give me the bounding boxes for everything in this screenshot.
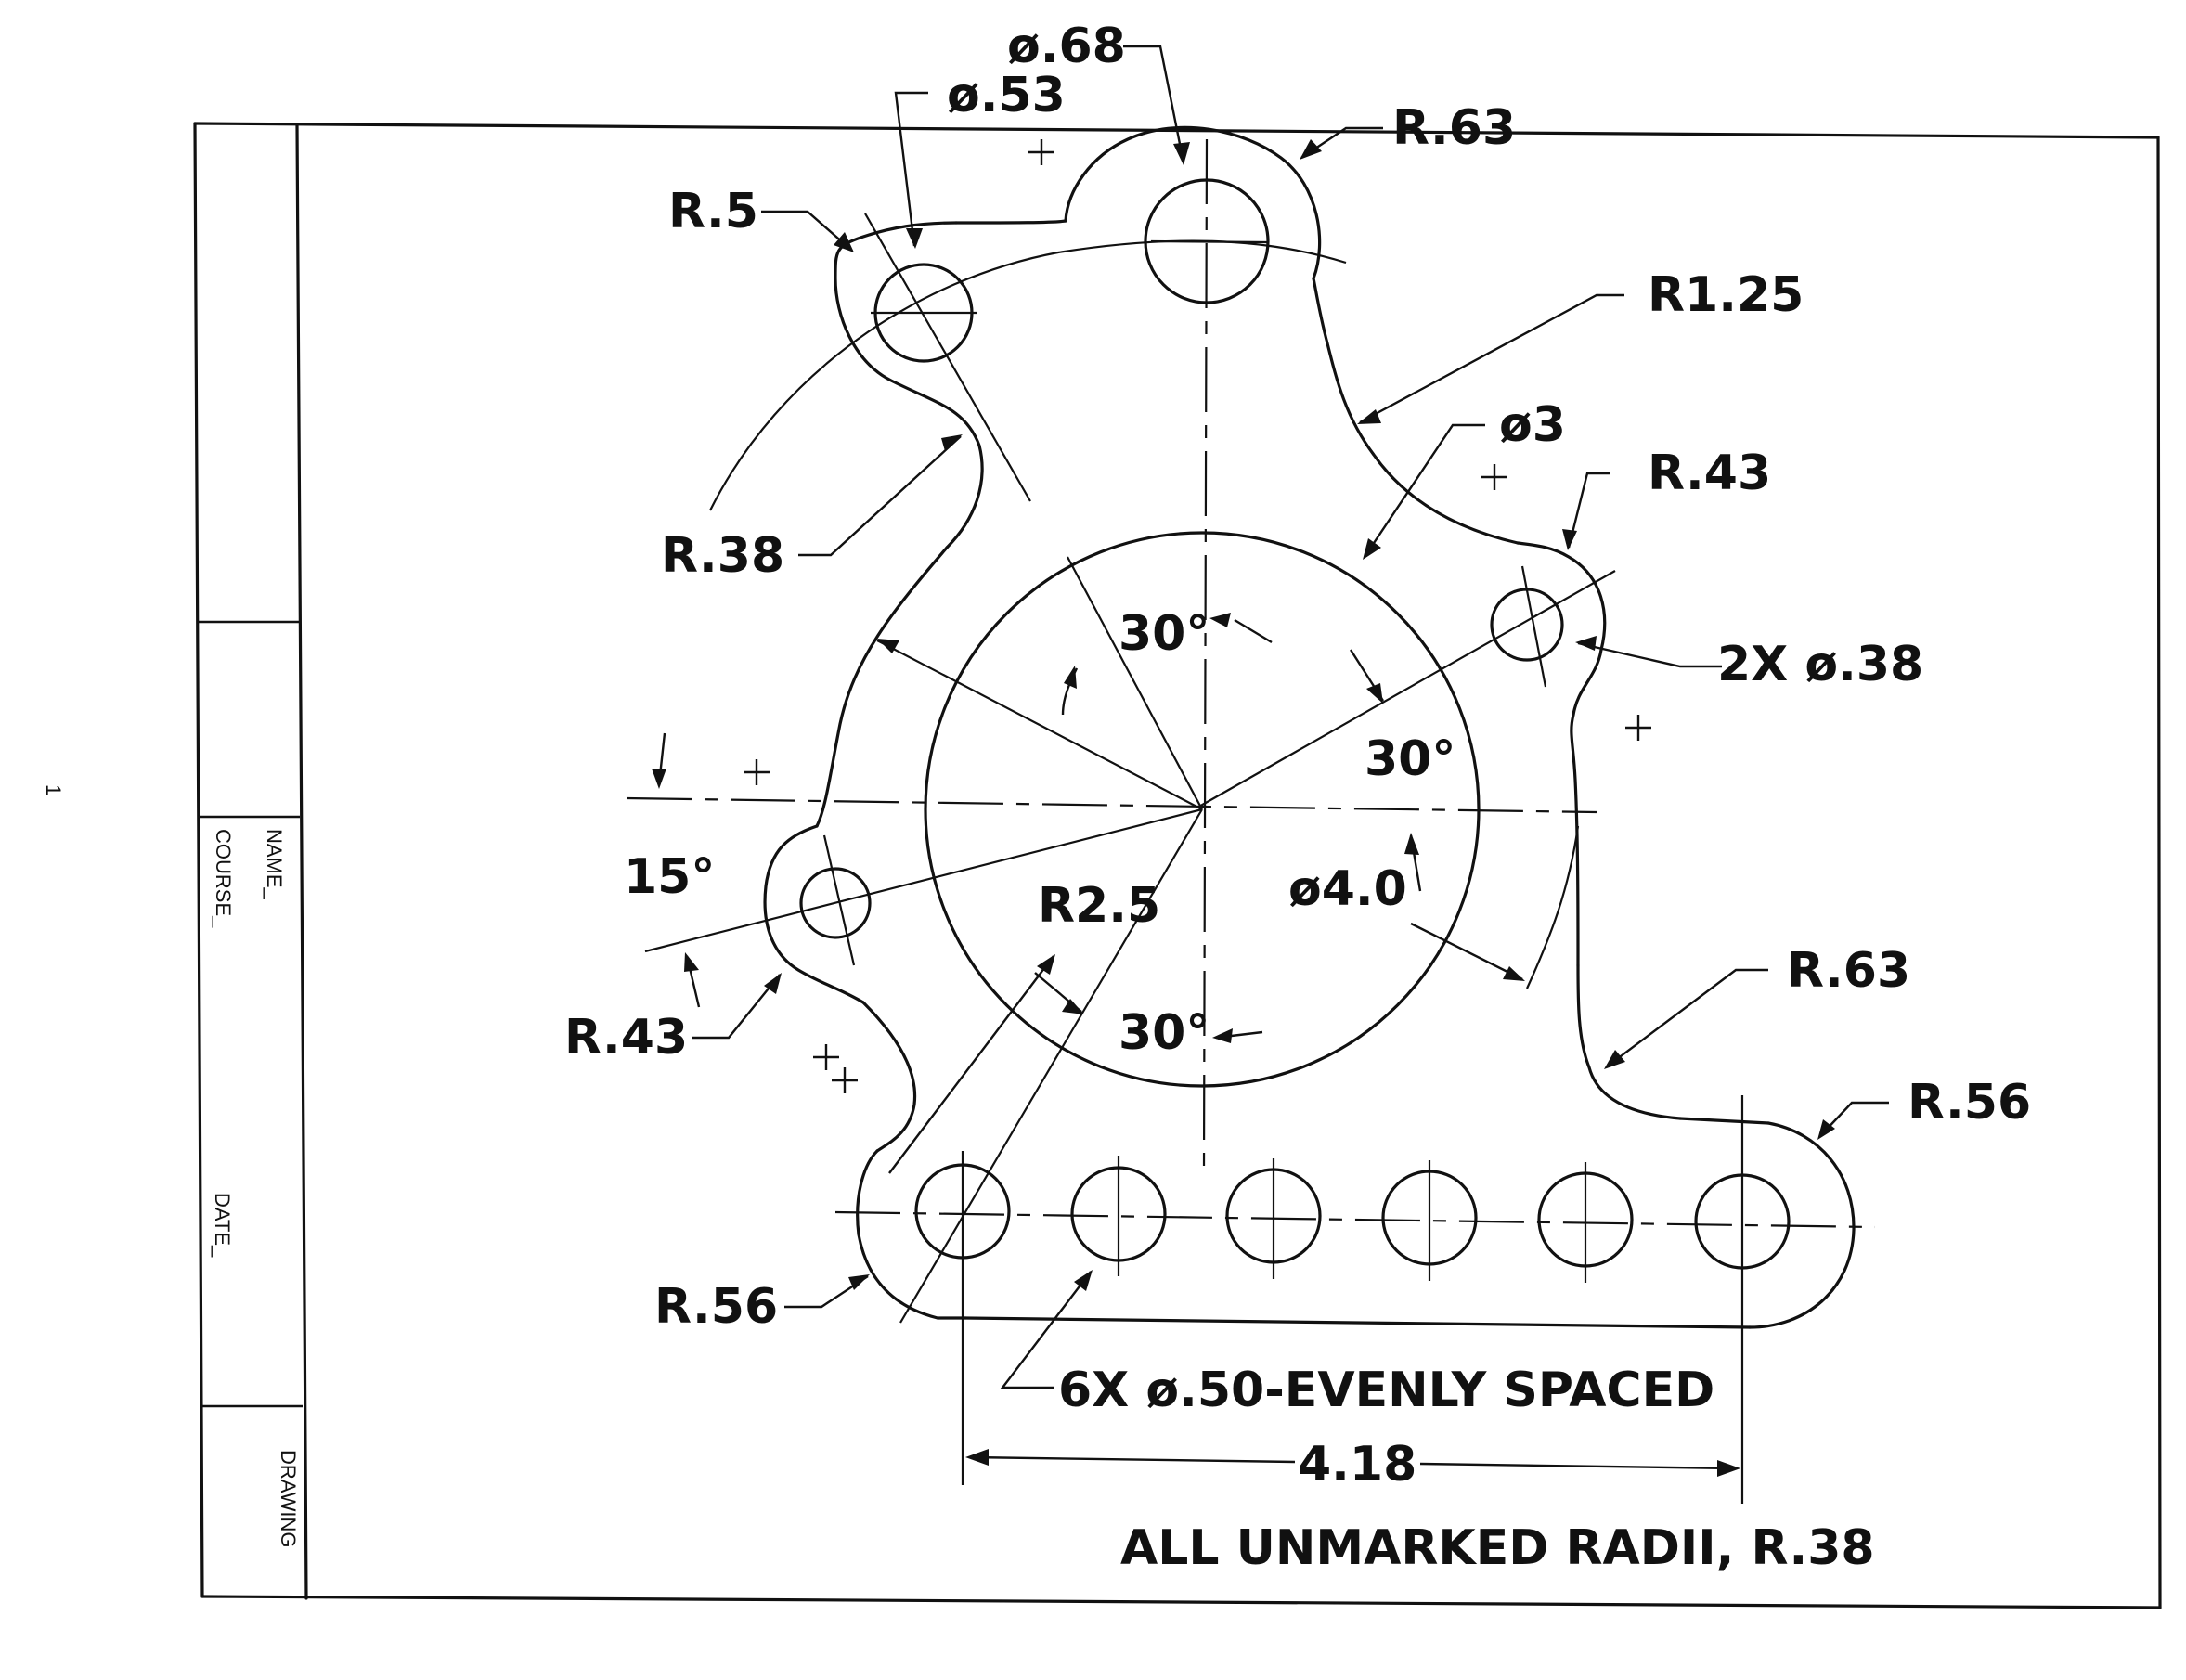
dia-3-label: ø3 bbox=[1499, 397, 1566, 453]
ang-15-label: 15° bbox=[624, 849, 715, 905]
bolt-circle-arc-right bbox=[1525, 825, 1580, 989]
part-outline bbox=[763, 125, 1856, 1329]
right-hole bbox=[1490, 588, 1564, 662]
name-label: NAME_ bbox=[263, 829, 286, 900]
r-43-right-label: R.43 bbox=[1648, 446, 1771, 501]
course-label: COURSE_ bbox=[212, 829, 235, 928]
bolt-circle-arc bbox=[709, 239, 1347, 511]
note-label: ALL UNMARKED RADII, R.38 bbox=[1120, 1520, 1875, 1576]
dimension-4-18 bbox=[965, 1449, 1740, 1477]
ang-30-right-label: 30° bbox=[1365, 731, 1455, 787]
ang-30-top-label: 30° bbox=[1119, 606, 1209, 662]
center-bore bbox=[924, 531, 1481, 1088]
r-2-5-label: R2.5 bbox=[1038, 878, 1160, 934]
r-63-top-label: R.63 bbox=[1392, 100, 1516, 156]
r-56-left-label: R.56 bbox=[654, 1279, 778, 1335]
r-38-label: R.38 bbox=[661, 528, 784, 584]
arrowheads bbox=[652, 139, 1835, 1291]
date-label: DATE_ bbox=[211, 1193, 234, 1258]
annotations: ø.68 ø.53 R.63 R.5 R1.25 ø3 R.43 R.38 30… bbox=[564, 19, 2031, 1576]
leader-lines bbox=[657, 45, 1889, 1389]
title-block: NAME_ COURSE_ DATE_ DRAWING bbox=[197, 123, 308, 1600]
dia-68-label: ø.68 bbox=[1007, 19, 1126, 74]
construction-crosses bbox=[744, 139, 1651, 1093]
center-lines bbox=[626, 138, 1876, 1504]
dia-4-0-label: ø4.0 bbox=[1288, 861, 1407, 917]
r-1-25-label: R1.25 bbox=[1648, 267, 1804, 323]
r-56-right-label: R.56 bbox=[1908, 1075, 2031, 1131]
drawing-label: DRAWING bbox=[277, 1450, 300, 1548]
bottom-hole-row bbox=[914, 1163, 1791, 1270]
two-x-dia-38-label: 2X ø.38 bbox=[1717, 637, 1923, 692]
dim-4-18-label: 4.18 bbox=[1298, 1437, 1416, 1493]
r-5-label: R.5 bbox=[668, 184, 758, 239]
ang-30-bottom-label: 30° bbox=[1119, 1005, 1209, 1061]
six-holes-label: 6X ø.50-EVENLY SPACED bbox=[1058, 1363, 1714, 1418]
dia-53-label: ø.53 bbox=[947, 68, 1066, 123]
r-43-left-label: R.43 bbox=[564, 1010, 688, 1066]
left-hole bbox=[799, 867, 872, 939]
r-63-right-label: R.63 bbox=[1787, 943, 1910, 999]
page-mark: 1 bbox=[42, 784, 65, 795]
